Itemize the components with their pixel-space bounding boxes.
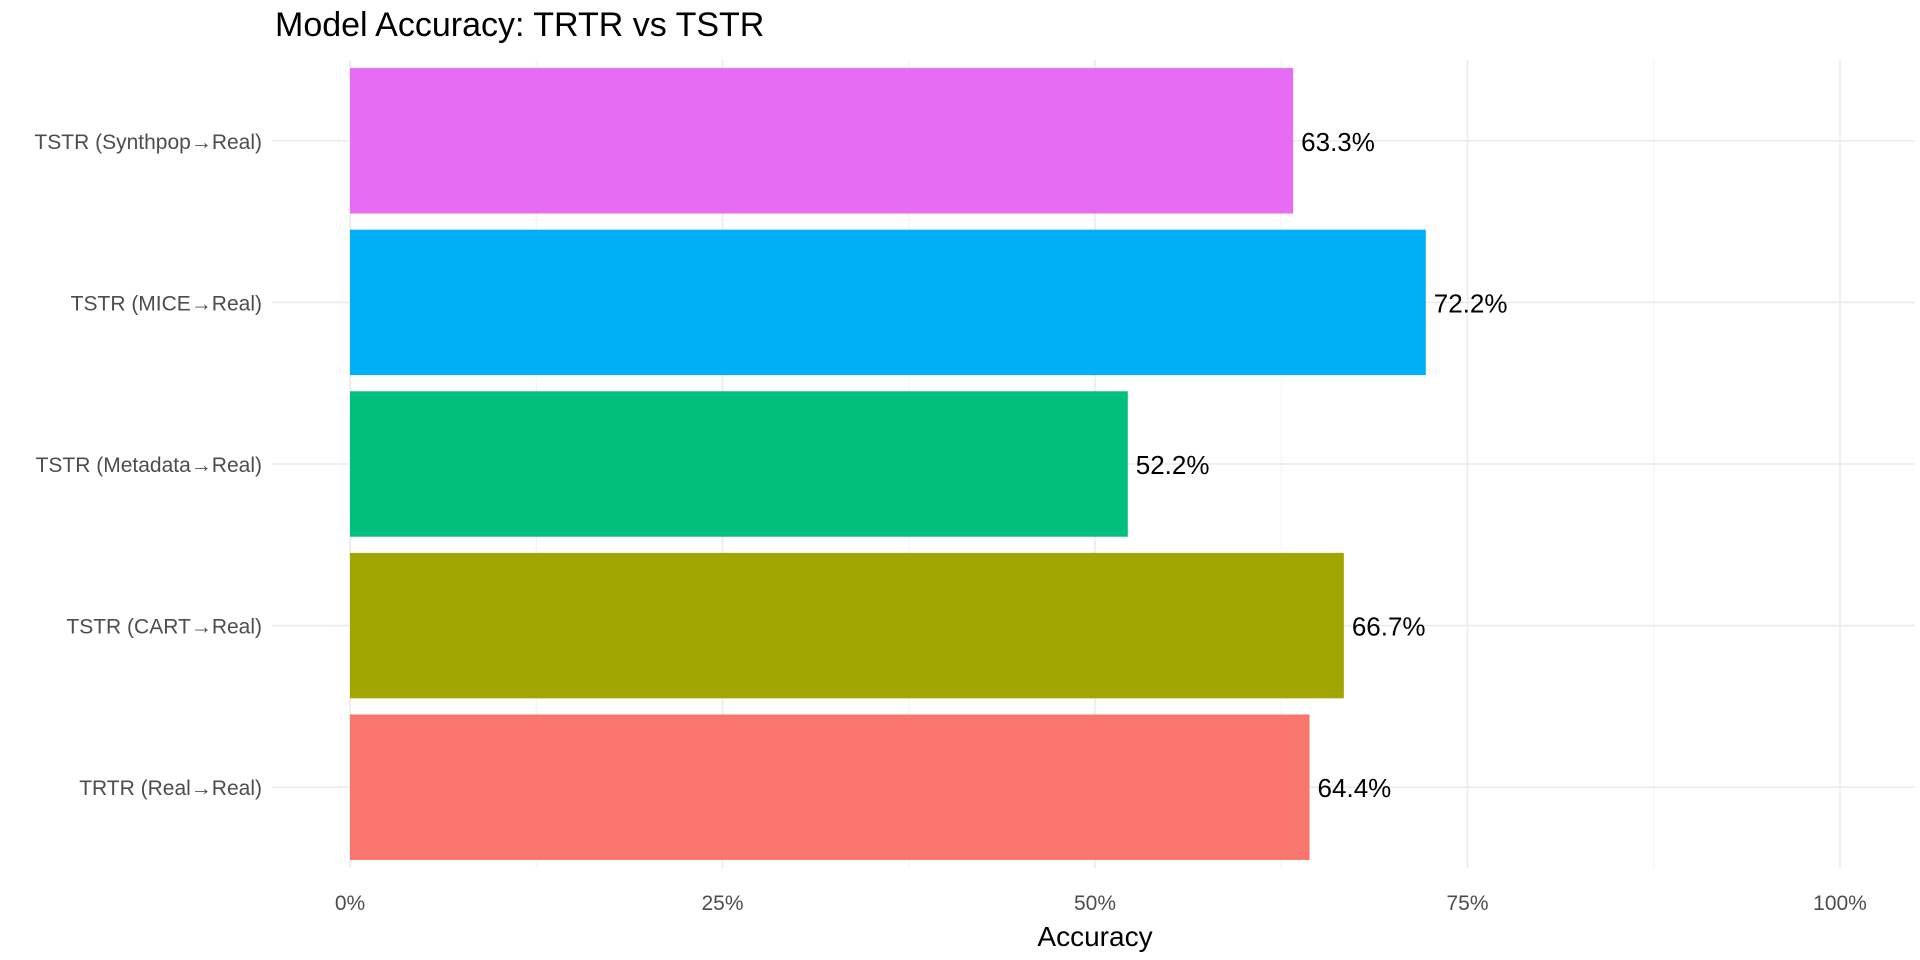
value-labels: 64.4% 66.7% 52.2% 72.2% 63.3% <box>1136 127 1508 803</box>
bar <box>350 552 1344 699</box>
y-axis-tick-label: TSTR (Synthpop→Real) <box>34 131 262 154</box>
bar-value-label: 52.2% <box>1136 450 1210 480</box>
x-axis-title: Accuracy <box>1037 921 1152 952</box>
y-axis-tick-label: TSTR (MICE→Real) <box>71 292 262 315</box>
x-axis-tick-label: 100% <box>1813 892 1867 915</box>
y-axis-tick-label: TRTR (Real→Real) <box>79 777 262 800</box>
bar-value-label: 64.4% <box>1318 773 1392 803</box>
bar-value-label: 63.3% <box>1301 127 1375 157</box>
y-axis-tick-labels: TRTR (Real→Real) TSTR (CART→Real) TSTR (Me… <box>34 131 262 800</box>
x-axis-tick-label: 0% <box>335 892 365 915</box>
x-axis-tick-labels: 0% 25% 50% 75% 100% <box>335 892 1867 915</box>
bar <box>350 229 1426 376</box>
bar-value-label: 66.7% <box>1352 612 1426 642</box>
bar-value-label: 72.2% <box>1434 288 1508 318</box>
chart-title: Model Accuracy: TRTR vs TSTR <box>275 6 765 44</box>
x-axis-tick-label: 25% <box>701 892 743 915</box>
bars <box>350 68 1426 860</box>
bar <box>350 714 1310 860</box>
y-axis-tick-label: TSTR (Metadata→Real) <box>36 454 262 477</box>
x-axis-tick-label: 50% <box>1074 892 1116 915</box>
y-axis-tick-label: TSTR (CART→Real) <box>66 616 262 639</box>
bar <box>350 391 1128 537</box>
x-axis-tick-label: 75% <box>1446 892 1488 915</box>
bar <box>350 68 1294 214</box>
